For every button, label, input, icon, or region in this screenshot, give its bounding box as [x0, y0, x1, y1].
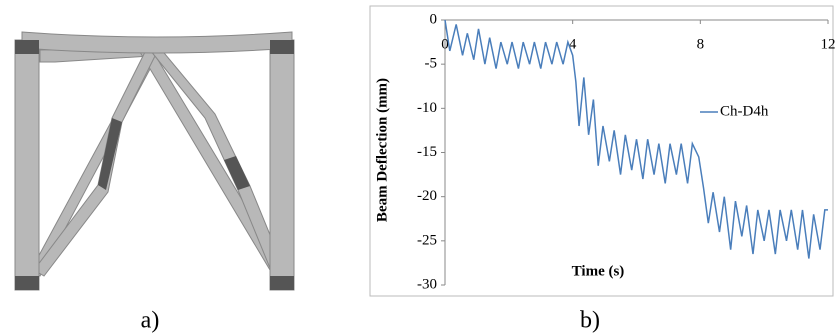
- y-tick-label: -5: [425, 56, 438, 72]
- y-tick-label: -15: [417, 144, 437, 160]
- y-tick-label: -20: [417, 188, 437, 204]
- panel-label: b): [580, 308, 600, 334]
- figure: a) b) Beam Deflection (mm) Time (s) -30 -…: [0, 0, 835, 336]
- frame-diagram: [15, 32, 294, 290]
- y-tick-label: -10: [417, 100, 437, 116]
- x-tick-label: 8: [697, 36, 705, 52]
- y-tick-label: -25: [417, 232, 437, 248]
- x-tick-label: 12: [821, 36, 835, 52]
- legend-label: Ch-D4h: [720, 103, 769, 119]
- panel-label: a): [141, 308, 160, 334]
- chart-border: [370, 6, 833, 296]
- data-line: [445, 20, 828, 259]
- y-tick-label: -30: [417, 276, 437, 292]
- y-axis-label: Beam Deflection (mm): [374, 78, 390, 222]
- x-axis-label: Time (s): [572, 263, 625, 279]
- y-tick-label: 0: [430, 11, 438, 27]
